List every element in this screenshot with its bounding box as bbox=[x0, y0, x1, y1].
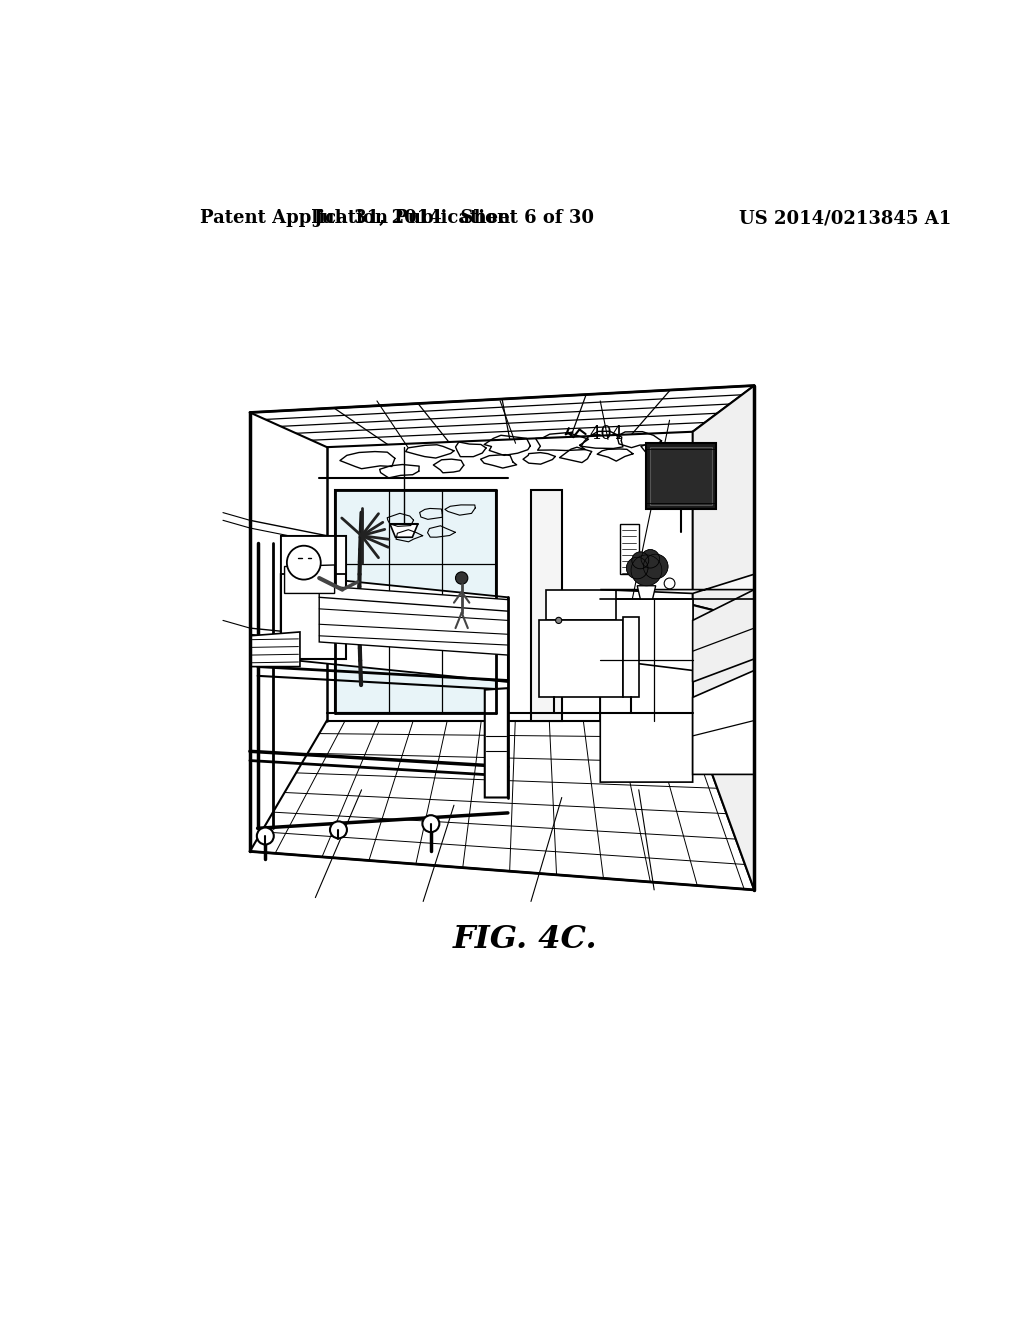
Circle shape bbox=[643, 554, 668, 578]
Polygon shape bbox=[281, 536, 346, 574]
Polygon shape bbox=[692, 605, 755, 890]
Circle shape bbox=[627, 557, 648, 579]
Circle shape bbox=[665, 578, 675, 589]
Polygon shape bbox=[620, 524, 639, 574]
Polygon shape bbox=[539, 620, 624, 697]
Circle shape bbox=[422, 816, 439, 832]
Polygon shape bbox=[600, 599, 692, 721]
Polygon shape bbox=[692, 590, 755, 682]
Polygon shape bbox=[650, 447, 712, 506]
Circle shape bbox=[330, 821, 347, 838]
Polygon shape bbox=[637, 586, 655, 599]
Polygon shape bbox=[484, 688, 508, 797]
Circle shape bbox=[632, 552, 649, 569]
Polygon shape bbox=[692, 671, 755, 775]
Circle shape bbox=[456, 572, 468, 585]
Text: US 2014/0213845 A1: US 2014/0213845 A1 bbox=[739, 210, 951, 227]
Polygon shape bbox=[624, 616, 639, 697]
Polygon shape bbox=[250, 632, 300, 667]
Polygon shape bbox=[600, 574, 755, 594]
Circle shape bbox=[287, 545, 321, 579]
Polygon shape bbox=[390, 524, 418, 537]
Polygon shape bbox=[281, 536, 346, 659]
Polygon shape bbox=[335, 490, 497, 713]
Circle shape bbox=[631, 554, 662, 586]
Text: Jul. 31, 2014   Sheet 6 of 30: Jul. 31, 2014 Sheet 6 of 30 bbox=[313, 210, 595, 227]
Polygon shape bbox=[319, 586, 508, 655]
Polygon shape bbox=[646, 444, 716, 508]
Text: Patent Application Publication: Patent Application Publication bbox=[200, 210, 510, 227]
Text: FIG. 4C.: FIG. 4C. bbox=[453, 924, 597, 956]
Circle shape bbox=[641, 549, 659, 568]
Polygon shape bbox=[600, 659, 692, 781]
Circle shape bbox=[556, 618, 562, 623]
Polygon shape bbox=[692, 385, 755, 620]
Circle shape bbox=[257, 828, 273, 845]
Polygon shape bbox=[335, 490, 497, 713]
Polygon shape bbox=[547, 590, 615, 620]
Text: 404: 404 bbox=[590, 425, 624, 444]
Polygon shape bbox=[281, 574, 508, 682]
Polygon shape bbox=[285, 565, 335, 594]
Polygon shape bbox=[531, 490, 562, 721]
